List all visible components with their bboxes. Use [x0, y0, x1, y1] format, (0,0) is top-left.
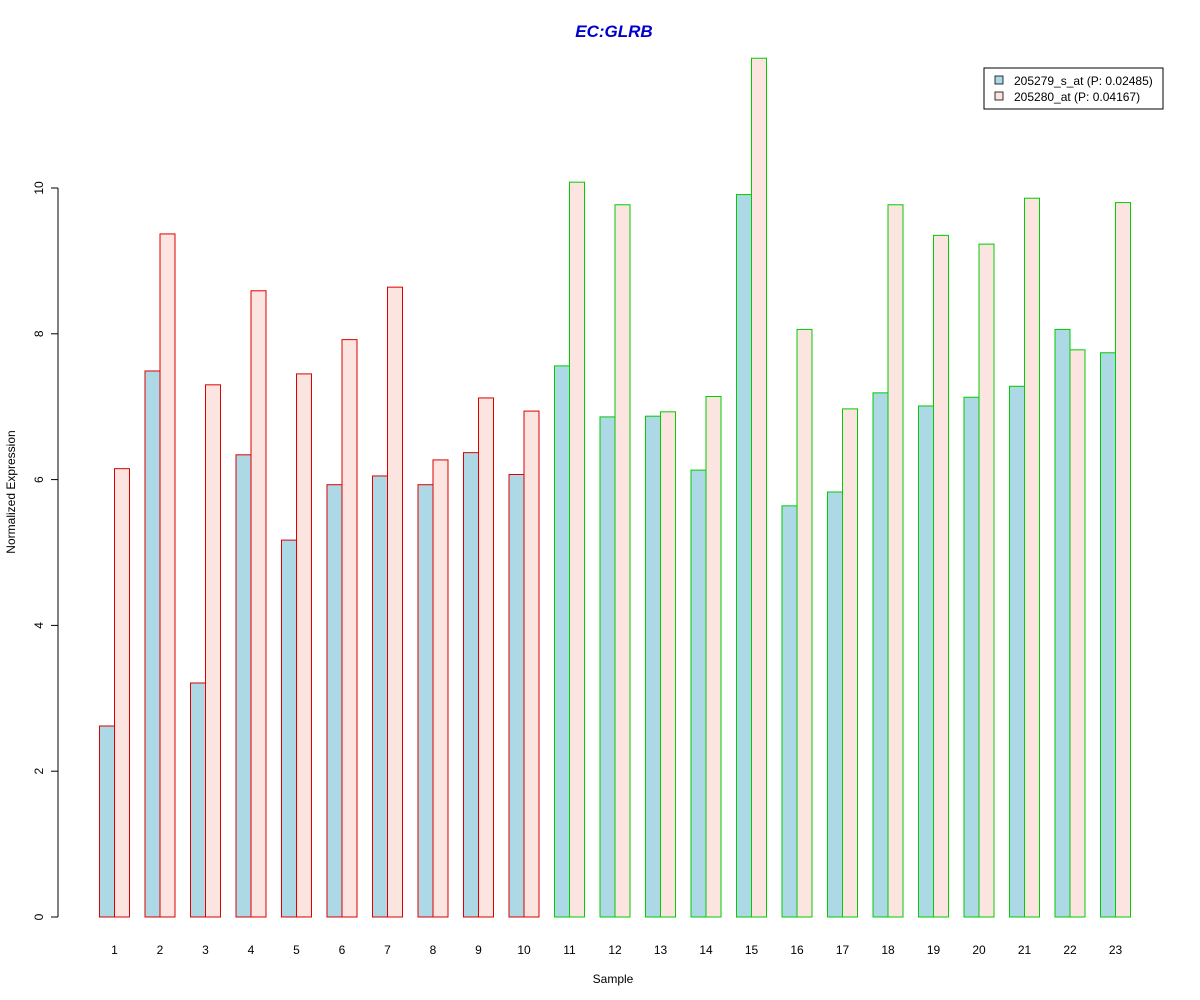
- x-tick-label: 15: [745, 943, 759, 957]
- x-tick-label: 5: [293, 943, 300, 957]
- y-axis: 0 2 4 6 8 10: [32, 181, 59, 920]
- bars: [99, 57, 1131, 918]
- bar-sample-7-series-2: [387, 286, 403, 918]
- bar-sample-14-series-2: [705, 395, 722, 918]
- bar-sample-14-series-1: [690, 469, 707, 918]
- y-axis-label: Normalized Expression: [4, 430, 18, 553]
- legend-swatch-series-2: [994, 91, 1004, 101]
- bar-sample-9-series-2: [478, 397, 494, 918]
- bar-sample-17-series-1: [827, 491, 843, 918]
- y-tick-label: 2: [32, 768, 46, 775]
- bar-sample-19-series-1: [918, 405, 934, 918]
- chart-title: EC:GLRB: [575, 22, 652, 41]
- x-tick-label: 1: [111, 943, 118, 957]
- x-tick-label: 11: [563, 943, 576, 957]
- legend: 205279_s_at (P: 0.02485) 205280_at (P: 0…: [983, 67, 1164, 110]
- bar-sample-22-series-1: [1054, 328, 1071, 918]
- bar-sample-11-series-2: [569, 181, 585, 918]
- bar-sample-23-series-1: [1100, 352, 1116, 918]
- legend-label-series-2: 205280_at (P: 0.04167): [1014, 90, 1140, 104]
- x-tick-label: 2: [157, 943, 164, 957]
- bar-sample-17-series-2: [842, 408, 858, 918]
- x-tick-label: 20: [972, 943, 986, 957]
- bar-sample-8-series-1: [417, 484, 434, 918]
- bar-sample-6-series-1: [326, 484, 343, 918]
- bar-sample-11-series-1: [554, 365, 570, 918]
- bar-sample-15-series-2: [751, 57, 767, 918]
- bar-sample-2-series-2: [159, 233, 176, 918]
- bar-sample-6-series-2: [341, 339, 358, 918]
- x-tick-label: 21: [1018, 943, 1032, 957]
- bar-sample-3-series-2: [205, 384, 221, 918]
- x-tick-label: 8: [430, 943, 437, 957]
- x-tick-label: 12: [608, 943, 622, 957]
- bar-sample-1-series-1: [99, 725, 115, 918]
- bar-sample-10-series-2: [523, 410, 540, 918]
- bar-sample-8-series-2: [432, 459, 449, 918]
- x-tick-label: 18: [881, 943, 895, 957]
- x-axis-label: Sample: [593, 972, 634, 986]
- bar-sample-1-series-2: [114, 468, 130, 918]
- x-tick-label: 13: [654, 943, 668, 957]
- x-tick-label: 10: [517, 943, 531, 957]
- y-tick-label: 4: [32, 622, 46, 629]
- bar-sample-23-series-2: [1115, 202, 1131, 918]
- bar-sample-13-series-2: [660, 411, 676, 918]
- legend-box: [983, 67, 1164, 110]
- y-tick-label: 0: [32, 913, 46, 920]
- y-tick-label: 8: [32, 330, 46, 337]
- bar-sample-20-series-1: [963, 396, 980, 918]
- bar-sample-16-series-2: [796, 328, 813, 918]
- x-tick-label: 14: [699, 943, 713, 957]
- bar-sample-12-series-2: [614, 204, 631, 918]
- bar-sample-5-series-1: [281, 539, 297, 918]
- bar-sample-22-series-2: [1069, 349, 1086, 918]
- x-tick-label: 6: [339, 943, 346, 957]
- x-tick-labels: 1 2 3 4 5 6 7 8 9 10 11 12 13 14 15 16 17 18 19 20 21 22 23: [111, 943, 1122, 957]
- bar-sample-21-series-2: [1024, 197, 1040, 918]
- bar-sample-15-series-1: [736, 194, 752, 918]
- y-tick-label: 6: [32, 476, 46, 483]
- x-tick-label: 4: [248, 943, 255, 957]
- bar-sample-4-series-1: [235, 454, 252, 918]
- bar-sample-13-series-1: [645, 415, 661, 918]
- legend-swatch-series-1: [994, 75, 1004, 85]
- legend-label-series-1: 205279_s_at (P: 0.02485): [1014, 74, 1153, 88]
- x-tick-label: 22: [1063, 943, 1077, 957]
- x-tick-label: 19: [927, 943, 941, 957]
- bar-sample-12-series-1: [599, 416, 616, 918]
- bar-sample-21-series-1: [1009, 385, 1025, 918]
- bar-sample-18-series-1: [872, 392, 889, 918]
- bar-sample-18-series-2: [887, 204, 904, 918]
- bar-sample-4-series-2: [250, 290, 267, 918]
- x-tick-label: 3: [202, 943, 209, 957]
- bar-sample-7-series-1: [372, 475, 388, 918]
- x-tick-label: 7: [384, 943, 391, 957]
- bar-sample-9-series-1: [463, 452, 479, 918]
- bar-sample-3-series-1: [190, 682, 206, 918]
- bar-sample-19-series-2: [933, 234, 949, 918]
- x-tick-label: 16: [790, 943, 804, 957]
- x-tick-label: 17: [836, 943, 850, 957]
- bar-sample-20-series-2: [978, 243, 995, 918]
- bar-sample-10-series-1: [508, 473, 525, 918]
- bar-sample-2-series-1: [144, 370, 161, 918]
- bar-sample-5-series-2: [296, 373, 312, 918]
- x-tick-label: 23: [1109, 943, 1123, 957]
- bar-sample-16-series-1: [781, 505, 798, 918]
- y-tick-label: 10: [32, 181, 46, 195]
- x-tick-label: 9: [475, 943, 482, 957]
